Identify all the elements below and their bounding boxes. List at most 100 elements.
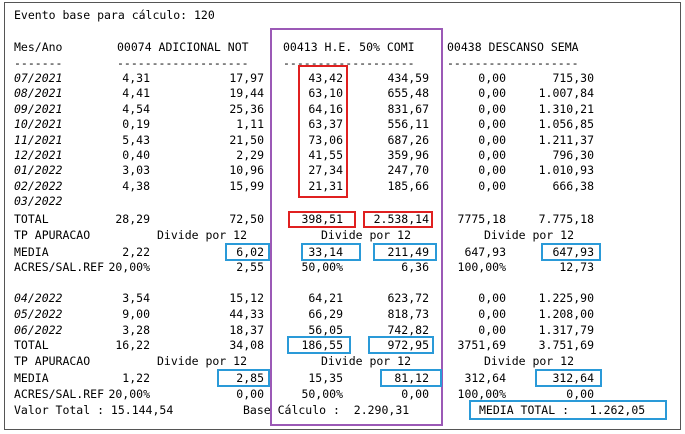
value-cell: 41,55 [308, 148, 343, 162]
column-header-descanso: 00438 DESCANSO SEMA [447, 40, 579, 54]
total-value: 186,55 [301, 338, 343, 352]
tp-apuracao-label: TP APURACAO [14, 228, 91, 242]
value-cell: 1.208,00 [538, 307, 594, 321]
divide-label: Divide por 12 [484, 228, 575, 242]
value-cell: 0,00 [478, 101, 506, 116]
total2-he50-box [287, 336, 351, 354]
value-cell: 25,36 [229, 101, 264, 116]
month-cell: 12/2021 [14, 148, 63, 162]
value-cell: 0,00 [478, 291, 506, 305]
value-cell: 21,31 [308, 178, 343, 193]
value-cell: 1.211,37 [538, 132, 594, 147]
value-cell: 73,06 [308, 132, 343, 147]
value-cell: 742,82 [387, 323, 429, 337]
month-cell: 01/2022 [14, 163, 63, 178]
total-value: 16,22 [115, 338, 150, 352]
total-value: 3.751,69 [538, 338, 594, 352]
total-label: TOTAL [14, 212, 49, 226]
total-value: 972,95 [387, 338, 429, 352]
month-cell: 07/2021 [14, 71, 63, 85]
month-cell: 06/2022 [14, 323, 63, 337]
value-cell: 0,40 [122, 148, 150, 162]
value-cell: 64,16 [308, 101, 343, 116]
value-cell: 0,00 [478, 178, 506, 193]
media-value: 312,64 [552, 371, 594, 385]
value-cell: 15,12 [229, 291, 264, 305]
month-cell: 04/2022 [14, 291, 63, 305]
valor-total: Valor Total : 15.144,54 [14, 403, 174, 417]
report-frame [4, 2, 681, 430]
value-cell: 1,11 [236, 117, 264, 132]
total2-he50-value-box [368, 336, 434, 354]
value-cell: 44,33 [229, 307, 264, 321]
total-label: TOTAL [14, 338, 49, 352]
value-cell: 4,41 [122, 86, 150, 101]
value-cell: 56,05 [308, 323, 343, 337]
divide-label: Divide por 12 [321, 354, 412, 368]
separator: ------------------- [117, 56, 249, 70]
media-value: 2,85 [236, 371, 264, 385]
divide-label: Divide por 12 [484, 354, 575, 368]
value-cell: 715,30 [552, 71, 594, 85]
divide-label: Divide por 12 [321, 228, 412, 242]
value-cell: 3,03 [122, 163, 150, 178]
value-cell: 63,37 [308, 117, 343, 132]
total-value: 28,29 [115, 212, 150, 226]
media-label: MEDIA [14, 371, 49, 385]
value-cell: 0,00 [478, 163, 506, 178]
value-cell: 1.310,21 [538, 101, 594, 116]
value-cell: 185,66 [387, 178, 429, 193]
media2-descanso-box [535, 369, 602, 387]
total-value: 398,51 [301, 212, 343, 226]
value-cell: 43,42 [308, 71, 343, 85]
value-cell: 796,30 [552, 148, 594, 162]
separator: ------------------- [447, 56, 579, 70]
acres-value: 12,73 [559, 260, 594, 274]
value-cell: 0,00 [478, 132, 506, 147]
acres-label: ACRES/SAL.REF [14, 260, 105, 274]
base-calculo: Base Cálculo : 2.290,31 [243, 403, 410, 417]
value-cell: 21,50 [229, 132, 264, 147]
report-header: Evento base para cálculo: 120 [14, 8, 215, 22]
month-cell: 08/2021 [14, 86, 63, 101]
divide-label: Divide por 12 [157, 354, 248, 368]
media-total: MEDIA TOTAL : 1.262,05 [479, 403, 646, 417]
media-value: 647,93 [552, 245, 594, 259]
month-cell: 11/2021 [14, 132, 63, 147]
acres-value: 100,00% [457, 387, 506, 401]
media-descanso-box [541, 243, 601, 261]
column-header-mes-ano: Mes/Ano [14, 40, 63, 54]
month-cell: 02/2022 [14, 178, 63, 193]
value-cell: 1.225,90 [538, 291, 594, 305]
value-cell: 0,00 [478, 148, 506, 162]
tp-apuracao-label: TP APURACAO [14, 354, 91, 368]
value-cell: 359,96 [387, 148, 429, 162]
media-he50-value-box [373, 243, 437, 261]
media-value: 647,93 [464, 245, 506, 259]
month-cell: 03/2022 [14, 194, 63, 209]
value-cell: 666,38 [552, 178, 594, 193]
acres-value: 2,55 [236, 260, 264, 274]
total-he50-value-box [363, 211, 433, 228]
acres-label: ACRES/SAL.REF [14, 387, 105, 401]
total-value: 2.538,14 [373, 212, 429, 226]
column-header-he50: 00413 H.E. 50% COMI [283, 40, 415, 54]
value-cell: 15,99 [229, 178, 264, 193]
value-cell: 3,28 [122, 323, 150, 337]
value-cell: 0,00 [478, 86, 506, 101]
value-cell: 10,96 [229, 163, 264, 178]
media2-he50-box [380, 369, 442, 387]
total-value: 7.775,18 [538, 212, 594, 226]
value-cell: 66,29 [308, 307, 343, 321]
value-cell: 623,72 [387, 291, 429, 305]
acres-value: 20,00% [108, 260, 150, 274]
month-cell: 10/2021 [14, 117, 63, 132]
value-cell: 1.010,93 [538, 163, 594, 178]
value-cell: 17,97 [229, 71, 264, 85]
value-cell: 1.056,85 [538, 117, 594, 132]
value-cell: 18,37 [229, 323, 264, 337]
media-value: 33,14 [308, 245, 343, 259]
value-cell: 9,00 [122, 307, 150, 321]
total-value: 34,08 [229, 338, 264, 352]
he50-values-box [298, 65, 348, 198]
